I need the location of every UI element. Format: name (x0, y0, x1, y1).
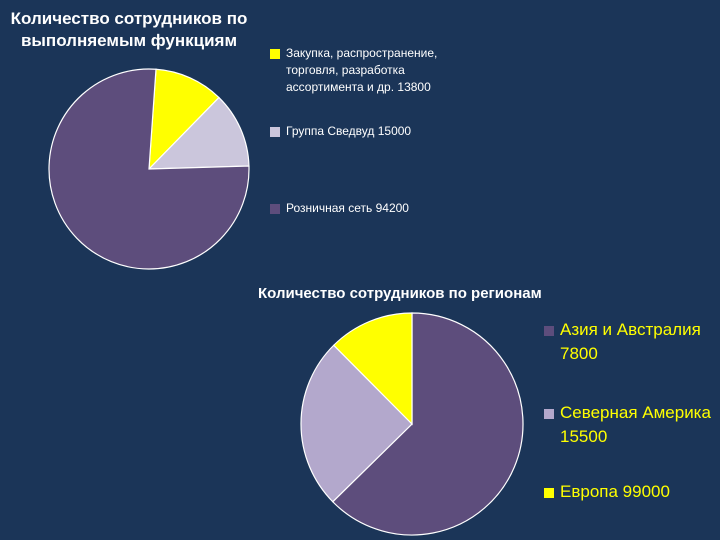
chart-2-slice-asia (331, 312, 524, 536)
chart-1-legend-label-swedwood: Группа Сведвуд 15000 (286, 124, 412, 138)
chart-1-legend-swatch-retail (270, 204, 280, 214)
chart-1-legend-item-swedwood: Группа Сведвуд 15000 (270, 123, 470, 140)
chart-2-legend-swatch-north-america (544, 409, 554, 419)
chart-2-legend-label-europe: Европа 99000 (560, 482, 670, 501)
chart-2-slice-north-america (300, 344, 413, 503)
chart-1-legend-label-retail: Розничная сеть 94200 (286, 201, 409, 215)
chart-2-legend-item-asia: Азия и Австралия 7800 (540, 318, 718, 366)
chart-2-slice-europe (332, 312, 413, 426)
chart-1-slice-retail (48, 68, 250, 270)
chart-1-legend-item-purchasing: Закупка, распространение, торговля, разр… (270, 45, 470, 96)
chart-2-legend-swatch-asia (544, 326, 554, 336)
chart-2-legend-item-europe: Европа 99000 (540, 480, 718, 504)
chart-1-legend-swatch-swedwood (270, 127, 280, 137)
chart-1-legend-label-purchasing: Закупка, распространение, торговля, разр… (286, 46, 438, 94)
chart-2-legend-item-north-america: Северная Америка 15500 (540, 401, 718, 449)
chart-1-slice-purchasing (148, 68, 220, 171)
chart-2-title: Количество сотрудников по регионам (258, 285, 542, 302)
chart-1-title: Количество сотрудников по выполняемым фу… (10, 9, 248, 50)
chart-2-legend-swatch-europe (544, 488, 554, 498)
chart-1-slice-swedwood (147, 96, 250, 170)
chart-1-legend-item-retail: Розничная сеть 94200 (270, 200, 470, 217)
chart-1-legend-swatch-purchasing (270, 49, 280, 59)
chart-2-legend-label-asia: Азия и Австралия 7800 (560, 320, 701, 363)
chart-2-legend-label-north-america: Северная Америка 15500 (560, 403, 711, 446)
